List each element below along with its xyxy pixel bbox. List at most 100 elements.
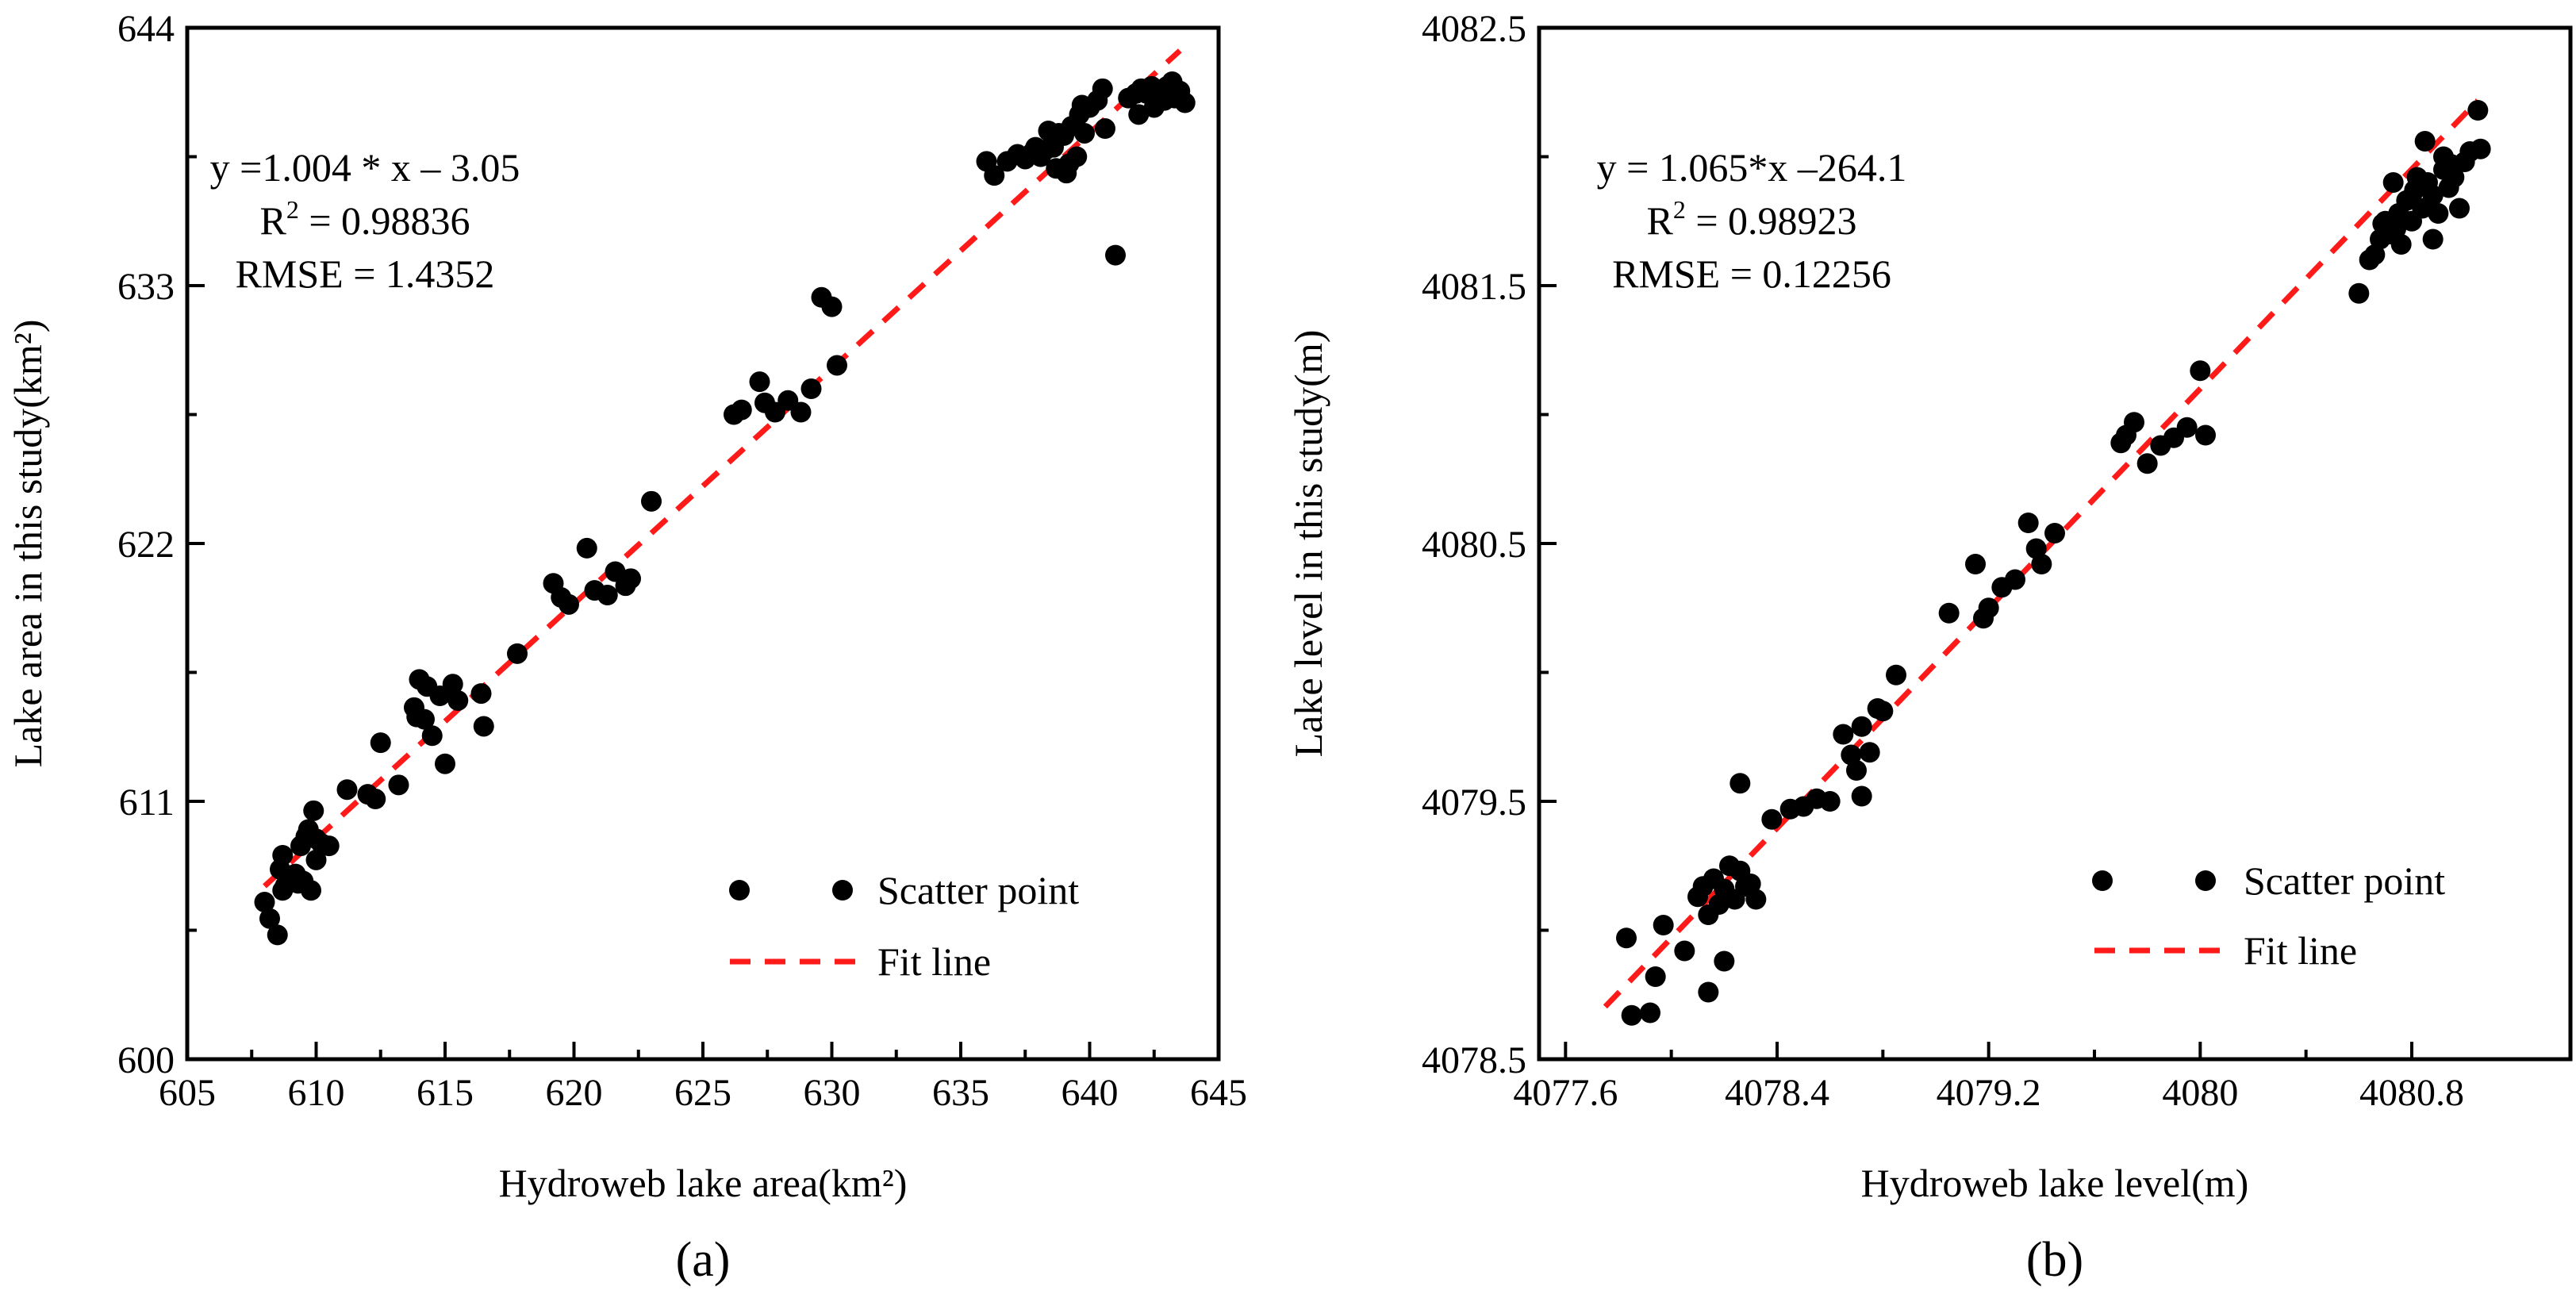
panel-a-label: (a) xyxy=(676,1233,731,1287)
scatter-point-a-60 xyxy=(984,165,1005,186)
scatter-point-a-15 xyxy=(272,844,294,866)
panel-a-r-squared: R2 = 0.98836 xyxy=(259,195,470,243)
panel-a-x-tick-labels: 605 610 615 620 625 630 635 640 645 xyxy=(159,1072,1247,1114)
scatter-point-a-23 xyxy=(370,732,391,754)
panel-a-y-axis-title: Lake area in this study(km²) xyxy=(6,320,50,768)
scatter-point-b-42 xyxy=(2025,538,2047,559)
scatter-point-b-18 xyxy=(1698,981,1719,1003)
scatter-point-a-91 xyxy=(1128,104,1150,125)
scatter-point-b-28 xyxy=(1846,760,1867,781)
x-tick-label-b-1: 4078.4 xyxy=(1725,1072,1829,1114)
scatter-point-a-24 xyxy=(388,774,409,796)
scatter-point-b-68 xyxy=(2422,185,2444,206)
scatter-point-a-13 xyxy=(303,800,324,821)
scatter-point-b-83 xyxy=(2441,154,2462,175)
scatter-point-b-17 xyxy=(1745,889,1767,910)
panel-a-legend-fit-label: Fit line xyxy=(877,939,991,984)
scatter-point-b-20 xyxy=(1729,860,1751,881)
scatter-point-a-22 xyxy=(365,789,386,810)
panel-a-legend-scatter-marker-1 xyxy=(729,880,750,901)
x-tick-label-b-3: 4080 xyxy=(2162,1072,2238,1114)
scatter-point-b-48 xyxy=(2136,453,2158,474)
scatter-point-b-14 xyxy=(1729,773,1751,794)
scatter-point-b-33 xyxy=(1851,716,1872,737)
scatter-point-b-19 xyxy=(1714,950,1735,972)
scatter-point-a-78 xyxy=(1105,244,1126,266)
y-tick-label-a-3: 633 xyxy=(117,266,175,308)
scatter-point-b-36 xyxy=(1965,554,1986,574)
panel-a-legend-scatter-marker-2 xyxy=(832,880,853,901)
panel-b-legend-fit-label: Fit line xyxy=(2244,928,2357,973)
panel-b-y-tick-labels: 4078.5 4079.5 4080.5 4081.5 4082.5 xyxy=(1422,8,1526,1081)
scatter-point-b-62 xyxy=(2390,234,2412,255)
scatter-point-b-0 xyxy=(1616,927,1637,949)
scatter-point-a-9 xyxy=(301,880,321,901)
panel-a-legend: Scatter point Fit line xyxy=(729,868,1079,984)
y-tick-label-a-4: 644 xyxy=(117,8,175,50)
x-tick-label-a-1: 610 xyxy=(288,1072,345,1114)
panel-a-x-axis-title: Hydroweb lake area(km²) xyxy=(499,1161,908,1205)
x-tick-label-b-4: 4080.8 xyxy=(2359,1072,2464,1114)
scatter-point-a-54 xyxy=(790,401,812,423)
scatter-point-b-21 xyxy=(1761,808,1783,830)
scatter-point-b-30 xyxy=(1859,742,1880,763)
scatter-point-a-16 xyxy=(290,835,311,857)
scatter-point-a-11 xyxy=(305,849,327,870)
panel-b-x-tick-labels: 4077.6 4078.4 4079.2 4080 4080.8 xyxy=(1513,1072,2464,1114)
y-tick-label-b-3: 4081.5 xyxy=(1422,266,1526,308)
scatter-point-a-49 xyxy=(731,399,752,421)
panel-a-frame xyxy=(185,25,1221,1062)
scatter-point-a-41 xyxy=(576,537,597,559)
scatter-point-b-51 xyxy=(2176,417,2198,438)
panel-a-legend-scatter-label: Scatter point xyxy=(877,868,1079,912)
scatter-point-b-35 xyxy=(1938,602,1960,624)
scatter-point-a-36 xyxy=(470,683,492,705)
x-tick-label-a-6: 635 xyxy=(932,1072,989,1114)
panel-b-frame xyxy=(1537,25,2573,1062)
panel-b-y-axis-title: Lake level in this study(m) xyxy=(1286,330,1330,758)
scatter-point-a-2 xyxy=(267,924,288,946)
scatter-point-b-43 xyxy=(2031,554,2052,574)
scatter-point-a-29 xyxy=(421,725,443,747)
scatter-point-b-80 xyxy=(2470,138,2491,159)
scatter-point-a-1 xyxy=(259,908,280,929)
scatter-point-b-77 xyxy=(2414,131,2436,152)
panel-b-rmse: RMSE = 0.12256 xyxy=(1612,252,1891,296)
scatter-point-a-34 xyxy=(447,689,469,711)
scatter-point-a-58 xyxy=(827,355,847,376)
scatter-point-a-19 xyxy=(318,835,340,857)
scatter-point-b-27 xyxy=(1841,744,1862,766)
x-tick-label-b-0: 4077.6 xyxy=(1513,1072,1618,1114)
scatter-point-b-69 xyxy=(2428,203,2449,224)
x-tick-label-a-5: 630 xyxy=(804,1072,861,1114)
scatter-point-a-57 xyxy=(821,296,843,317)
panel-a-rmse: RMSE = 1.4352 xyxy=(236,252,495,296)
scatter-point-a-96 xyxy=(1025,136,1046,158)
y-tick-label-b-1: 4079.5 xyxy=(1422,781,1526,824)
panel-b-legend: Scatter point Fit line xyxy=(2092,858,2445,973)
scatter-point-a-35 xyxy=(473,716,494,737)
scatter-point-b-38 xyxy=(1978,597,1999,619)
scatter-point-b-54 xyxy=(2348,282,2370,304)
scatter-point-b-29 xyxy=(1851,785,1872,807)
panel-b-r-squared: R2 = 0.98923 xyxy=(1646,195,1856,243)
scatter-point-b-2 xyxy=(1640,1002,1660,1023)
x-tick-label-a-2: 615 xyxy=(417,1072,474,1114)
panel-b-legend-scatter-marker-2 xyxy=(2195,870,2216,891)
scatter-point-a-50 xyxy=(749,371,770,393)
panel-b-x-axis-title: Hydroweb lake level(m) xyxy=(1861,1161,2249,1205)
scatter-point-a-10 xyxy=(285,863,306,885)
scatter-point-b-41 xyxy=(2017,513,2039,533)
scatter-point-a-98 xyxy=(1071,94,1092,116)
scatter-point-a-40 xyxy=(559,593,579,615)
scatter-point-b-34 xyxy=(1867,698,1888,719)
scatter-point-b-81 xyxy=(2372,213,2394,234)
y-tick-label-b-2: 4080.5 xyxy=(1422,524,1526,566)
panel-a-fit-line xyxy=(263,48,1182,889)
panel-b-label: (b) xyxy=(2026,1233,2083,1287)
scatter-point-b-26 xyxy=(1833,724,1854,745)
scatter-point-a-97 xyxy=(1154,90,1175,111)
panel-b-equation: y = 1.065*x –264.1 xyxy=(1597,145,1907,190)
scatter-point-b-76 xyxy=(2467,100,2489,121)
